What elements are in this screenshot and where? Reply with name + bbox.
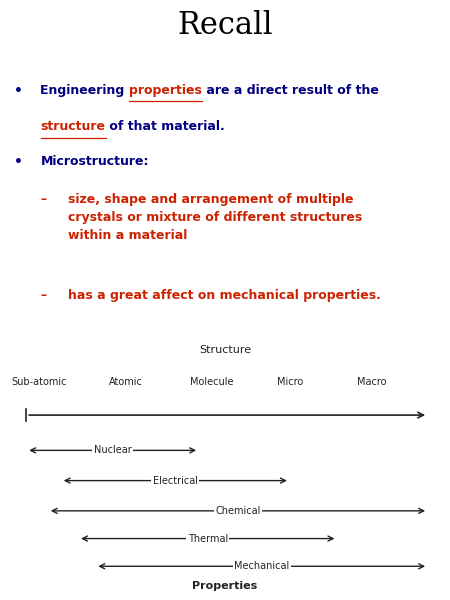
Text: Structure: Structure xyxy=(199,344,251,355)
Text: Recall: Recall xyxy=(177,10,273,41)
Text: Atomic: Atomic xyxy=(109,377,143,388)
Text: –: – xyxy=(40,289,47,302)
Text: structure: structure xyxy=(40,120,105,133)
Text: Chemical: Chemical xyxy=(215,506,261,516)
Text: Mechanical: Mechanical xyxy=(234,561,289,571)
Text: Engineering: Engineering xyxy=(40,83,129,97)
Text: •: • xyxy=(14,83,22,98)
Text: size, shape and arrangement of multiple
crystals or mixture of different structu: size, shape and arrangement of multiple … xyxy=(68,193,362,242)
Text: •: • xyxy=(14,155,22,169)
Text: Molecule: Molecule xyxy=(190,377,234,388)
Text: properties: properties xyxy=(129,83,202,97)
Text: Microstructure:: Microstructure: xyxy=(40,155,149,168)
Text: Thermal: Thermal xyxy=(188,533,228,544)
Text: are a direct result of the: are a direct result of the xyxy=(202,83,379,97)
Text: Properties: Properties xyxy=(193,581,257,592)
Text: has a great affect on mechanical properties.: has a great affect on mechanical propert… xyxy=(68,289,380,302)
Text: Nuclear: Nuclear xyxy=(94,445,131,455)
Text: Micro: Micro xyxy=(277,377,303,388)
Text: Sub-atomic: Sub-atomic xyxy=(12,377,67,388)
Text: Electrical: Electrical xyxy=(153,476,198,485)
Text: –: – xyxy=(40,193,47,206)
Text: of that material.: of that material. xyxy=(105,120,225,133)
Text: Macro: Macro xyxy=(357,377,387,388)
